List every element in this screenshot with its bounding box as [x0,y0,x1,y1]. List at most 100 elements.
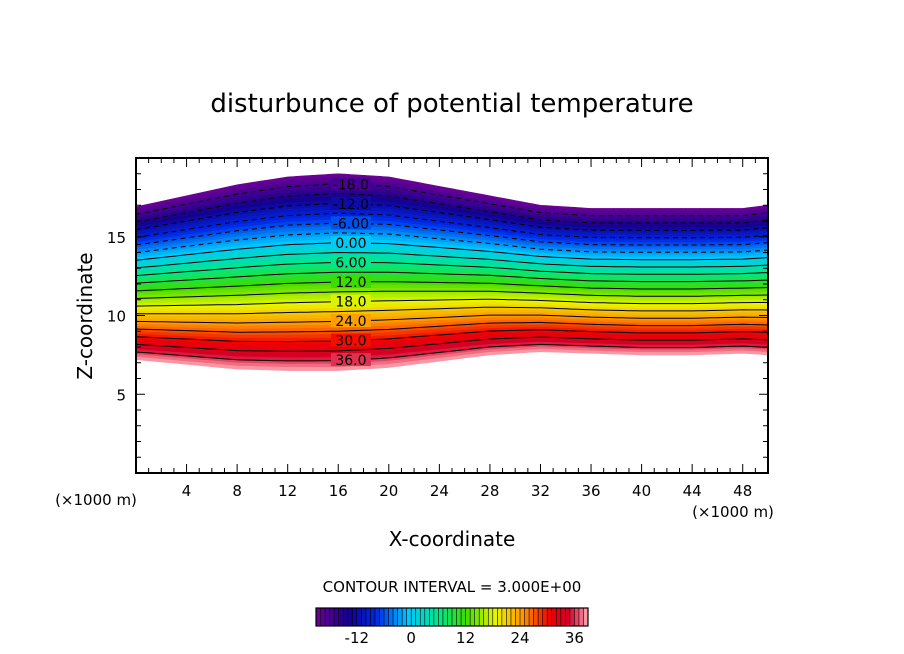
colorbar-swatch [338,608,344,626]
colorbar-swatch [415,608,421,626]
contour-label-bg [330,177,371,191]
x-tick-label: 28 [480,482,499,500]
colorbar-swatch [347,608,353,626]
colorbar-swatch [578,608,584,626]
colorbar-swatch [574,608,580,626]
contour-label: 12.0 [335,275,366,291]
colorbar-swatch [334,608,340,626]
colorbar-tick-label: 0 [406,629,416,647]
colorbar-swatch [406,608,412,626]
colorbar-swatch [442,608,448,626]
colorbar-swatch [456,608,462,626]
contour-label: 18.0 [335,295,366,311]
contour-line [136,290,768,299]
colorbar-swatch [438,608,444,626]
contour-label: 30.0 [335,334,366,350]
colorbar-swatch [429,608,435,626]
contour-label-bg [330,294,371,308]
contour-label-bg [330,314,371,327]
colorbar-swatch [452,608,457,626]
colorbar-swatch [515,608,521,626]
colorbar-swatch [356,608,362,626]
contour-label: 6.00 [335,255,366,271]
colorbar-swatch [565,608,571,626]
contour-line [136,336,768,352]
colorbar-swatch [365,608,371,626]
contour-field [136,173,768,371]
colorbar-swatch [497,608,503,626]
contour-line [136,343,768,362]
colorbar-swatch [470,608,476,626]
x-tick-label: 8 [232,482,242,500]
x-tick-label: 48 [733,482,752,500]
contour-labels: -18.0 -12.0 -6.00 0.00 6.00 12.0 18.0 24.0 30.0 3… [330,177,371,369]
contour-line [136,261,768,277]
contour-label-bg [330,275,371,288]
x-unit-label: (×1000 m) [692,503,774,521]
colorbar-swatch [379,608,385,626]
colorbar-swatch [474,608,480,626]
colorbar-swatch [506,608,512,626]
colorbar-swatch [424,608,430,626]
y-axis: 5 10 15 [107,173,768,458]
contour-label: -6.00 [333,216,369,232]
contour-band [136,348,768,371]
colorbar-swatch [492,608,498,626]
contour-line [136,329,768,343]
contour-line [136,212,768,239]
colorbar-swatch [320,608,326,626]
x-tick-label: 20 [379,482,398,500]
chart-title: disturbunce of potential temperature [210,89,693,119]
x-tick-label: 36 [581,482,600,500]
colorbar-swatch [569,608,575,626]
contour-line [136,202,768,231]
colorbar-swatch [465,608,471,626]
colorbar-swatch [411,608,417,626]
colorbar-swatch [433,608,439,626]
colorbar-swatch [316,608,321,626]
x-tick-label: 12 [278,482,297,500]
colorbar-swatch [397,608,403,626]
colorbar-swatch [556,608,562,626]
colorbar-swatch [542,608,548,626]
colorbar-swatch [352,608,358,626]
colorbar-swatch [529,608,534,626]
colorbar-swatch [393,608,398,626]
colorbar-swatch [388,608,394,626]
contour-label: 36.0 [335,353,366,369]
colorbar-tick-label: 12 [456,629,475,647]
contour-label: -18.0 [333,177,369,193]
contour-line [136,183,768,217]
colorbar-swatch [533,608,539,626]
contour-line [136,242,768,261]
contour-line [136,314,768,324]
colorbar-swatch [538,608,544,626]
x-tick-label: 40 [632,482,651,500]
colorbar-tick-label: 36 [565,629,584,647]
contour-label: -12.0 [333,197,369,213]
contour-label-bg [330,216,371,230]
contour-label-bg [330,333,371,347]
contour-label-bg [330,353,371,367]
colorbar-swatch [325,608,330,626]
colorbar-swatch [547,608,553,626]
colorbar-swatch [420,608,426,626]
y-tick-label: 10 [107,308,126,326]
x-axis-label: X-coordinate [389,527,516,551]
y-tick-label: 15 [107,229,126,247]
x-tick-label: 16 [329,482,348,500]
colorbar-swatch [583,608,589,626]
contour-label: 24.0 [335,314,366,330]
colorbar-swatch [488,608,494,626]
contour-line [136,321,768,333]
x-tick-label: 24 [430,482,449,500]
contour-line [136,192,768,224]
x-axis: 4 8 12 16 20 24 28 32 36 40 44 48 [148,158,756,500]
contour-line [136,281,768,292]
colorbar-tick-label: -12 [345,629,370,647]
contour-line [136,232,768,254]
colorbar-swatch [461,608,466,626]
colorbar-swatch [479,608,485,626]
contour-line [136,298,768,307]
